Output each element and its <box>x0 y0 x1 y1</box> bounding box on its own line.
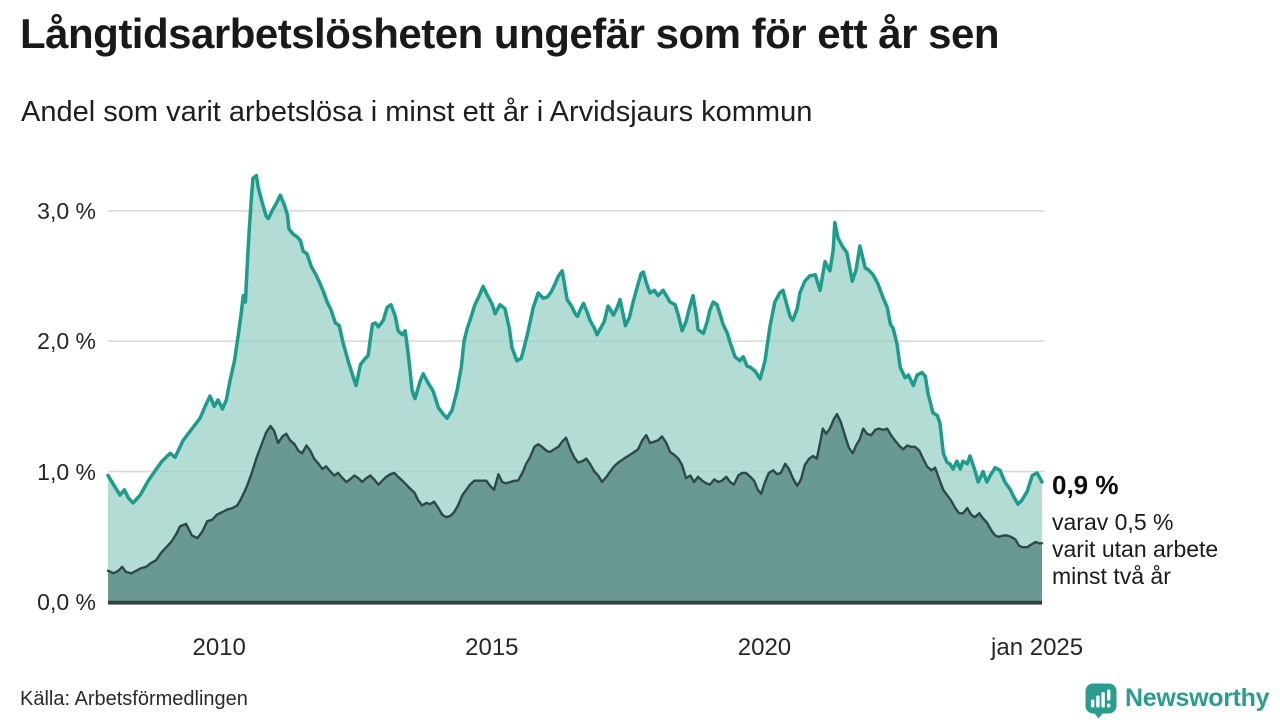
page-subtitle: Andel som varit arbetslösa i minst ett å… <box>21 96 813 128</box>
source-label: Källa: Arbetsförmedlingen <box>20 688 248 710</box>
end-value-detail-line: varit utan arbete <box>1052 536 1219 562</box>
y-tick-label: 1,0 % <box>37 458 96 485</box>
end-value-detail-line: varav 0,5 % <box>1052 509 1174 535</box>
newsworthy-logo: Newsworthy <box>1084 682 1270 720</box>
x-tick-label: 2010 <box>192 634 246 661</box>
series-line-1 <box>106 173 1044 506</box>
end-value-detail-line: minst två år <box>1052 563 1171 589</box>
end-value-annotation: 0,9 % varav 0,5 % varit utan arbete mins… <box>1052 470 1272 590</box>
newsworthy-wordmark: Newsworthy <box>1125 684 1270 712</box>
y-tick-label: 0,0 % <box>37 589 96 615</box>
y-tick-label: 3,0 % <box>37 197 96 224</box>
x-tick-label: jan 2025 <box>991 634 1084 661</box>
x-axis-baseline <box>108 600 1042 605</box>
x-tick-label: 2020 <box>737 634 792 661</box>
y-tick-label: 2,0 % <box>37 328 96 355</box>
newsworthy-bubble-chart-icon <box>1084 682 1118 720</box>
end-value-detail: varav 0,5 % varit utan arbete minst två … <box>1052 509 1272 590</box>
end-value-label: 0,9 % <box>1052 470 1119 500</box>
series-line-2 <box>106 413 1044 575</box>
page-title: Långtidsarbetslösheten ungefär som för e… <box>20 10 1000 57</box>
x-tick-label: 2015 <box>465 634 519 661</box>
